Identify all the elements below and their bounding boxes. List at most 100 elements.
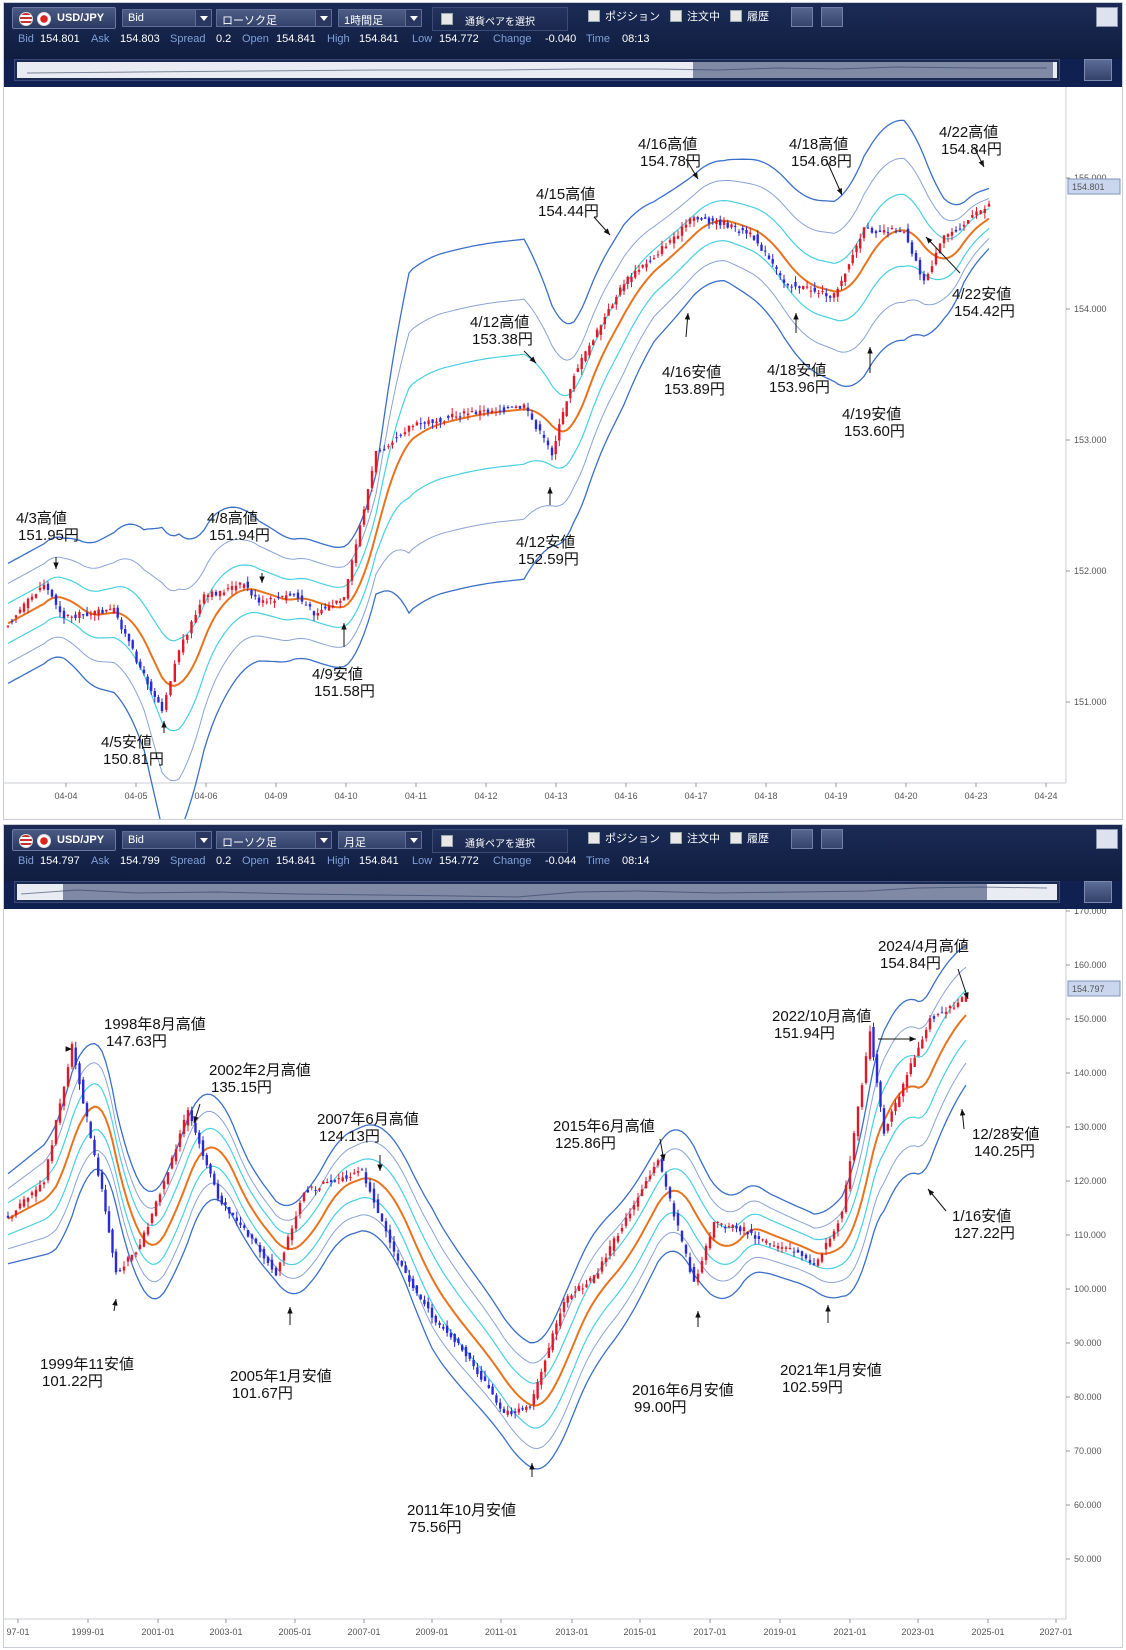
position-checkbox[interactable] (588, 10, 600, 22)
candle-body (956, 1002, 960, 1007)
candle-body (950, 231, 954, 236)
upper-band-line (7, 193, 990, 642)
timeframe-select[interactable]: 月足 (338, 831, 422, 849)
chart-kind-select[interactable]: ローソク足 (216, 9, 332, 27)
candle-body (796, 1249, 800, 1253)
candle-body (615, 297, 618, 305)
collapse-icon[interactable] (1096, 829, 1118, 849)
window-icon[interactable] (821, 829, 843, 849)
quote-row: Bid 154.797 Ask 154.799 Spread 0.2 Open … (4, 855, 1122, 871)
candle-body (430, 1307, 434, 1318)
candle-body (427, 420, 430, 425)
candle-body (771, 259, 774, 264)
zoom-fit-icon[interactable] (1084, 881, 1112, 903)
candle-body (42, 584, 46, 590)
window-icon[interactable] (821, 7, 843, 27)
candle-body (304, 604, 308, 606)
x-tick-label: 97-01 (6, 1627, 29, 1637)
order-checkbox[interactable] (670, 832, 682, 844)
arrow-head (928, 1189, 935, 1196)
candle-body (243, 1225, 246, 1228)
candle-body (278, 1262, 282, 1272)
pair-select-button[interactable]: 通貨ペアを選択 (432, 7, 568, 31)
candle-body (154, 1201, 158, 1216)
candle-body (118, 1270, 122, 1272)
navigator-selection[interactable] (63, 884, 987, 900)
candle-body (917, 1047, 920, 1057)
order-checkbox[interactable] (670, 10, 682, 22)
candle-body (727, 1226, 731, 1228)
candle-body (50, 1145, 54, 1162)
pair-select-button[interactable]: 通貨ペアを選択 (432, 829, 568, 853)
position-checkbox[interactable] (588, 832, 600, 844)
candle-body (82, 1079, 85, 1104)
candle-body (396, 1253, 400, 1261)
navigator-selection[interactable] (693, 62, 1053, 78)
candle-body (370, 470, 374, 488)
range-navigator[interactable] (14, 59, 1060, 81)
candle-body (190, 621, 193, 634)
candle-body (50, 590, 54, 597)
candle-body (360, 1169, 364, 1171)
annotation-label: 4/3高値 (16, 510, 67, 527)
candle-body (314, 1189, 317, 1191)
annotation-value: 151.94円 (209, 527, 270, 544)
candle-body (427, 1301, 430, 1309)
history-checkbox[interactable] (730, 10, 742, 22)
x-tick-label: 2025-01 (971, 1627, 1004, 1637)
candle-body (169, 681, 172, 695)
candle-body (983, 208, 986, 213)
zoom-fit-icon[interactable] (1084, 59, 1112, 81)
currency-pair-button[interactable]: USD/JPY (12, 7, 116, 29)
collapse-icon[interactable] (1096, 7, 1118, 27)
timeframe-value: 1時間足 (344, 15, 384, 27)
candle-body (730, 224, 733, 228)
high-label: High (327, 33, 350, 45)
history-checkbox[interactable] (730, 832, 742, 844)
chart-kind-select[interactable]: ローソク足 (216, 831, 332, 849)
range-navigator[interactable] (14, 881, 1060, 903)
candle-body (589, 1278, 592, 1281)
candle-body (93, 1139, 96, 1156)
y-tick-label: 160.000 (1074, 960, 1107, 970)
candle-body (288, 593, 292, 596)
annotation-value: 127.22円 (954, 1225, 1015, 1242)
candle-body (502, 1409, 506, 1413)
candle-body (458, 416, 462, 418)
candle-body (302, 1193, 306, 1202)
price-type-select[interactable]: Bid (122, 9, 212, 27)
currency-pair-button[interactable]: USD/JPY (12, 829, 116, 851)
candle-body (107, 1211, 111, 1233)
pair-select-checkbox[interactable] (441, 13, 453, 25)
candle-body (89, 1121, 92, 1138)
arrow-head (603, 228, 610, 235)
candle-body (782, 279, 786, 283)
candle-body (22, 603, 26, 612)
annotation-label: 4/22安値 (952, 286, 1011, 303)
price-type-select[interactable]: Bid (122, 831, 212, 849)
candle-body (779, 273, 782, 276)
annotation-value: 154.78円 (640, 153, 701, 170)
chart-switch-icon[interactable] (791, 7, 813, 27)
candle-body (404, 1265, 407, 1273)
candle-body (742, 1227, 746, 1231)
timeframe-select[interactable]: 1時間足 (338, 9, 422, 27)
candle-body (10, 1217, 14, 1219)
candle-body (879, 1081, 882, 1107)
annotation-label: 2022/10月高値 (772, 1008, 871, 1025)
chart-switch-icon[interactable] (791, 829, 813, 849)
candle-body (78, 612, 81, 618)
annotation-value: 124.13円 (319, 1128, 380, 1145)
candle-body (135, 651, 138, 663)
candle-body (294, 1216, 298, 1229)
candle-body (954, 229, 958, 232)
pair-select-checkbox[interactable] (441, 835, 453, 847)
